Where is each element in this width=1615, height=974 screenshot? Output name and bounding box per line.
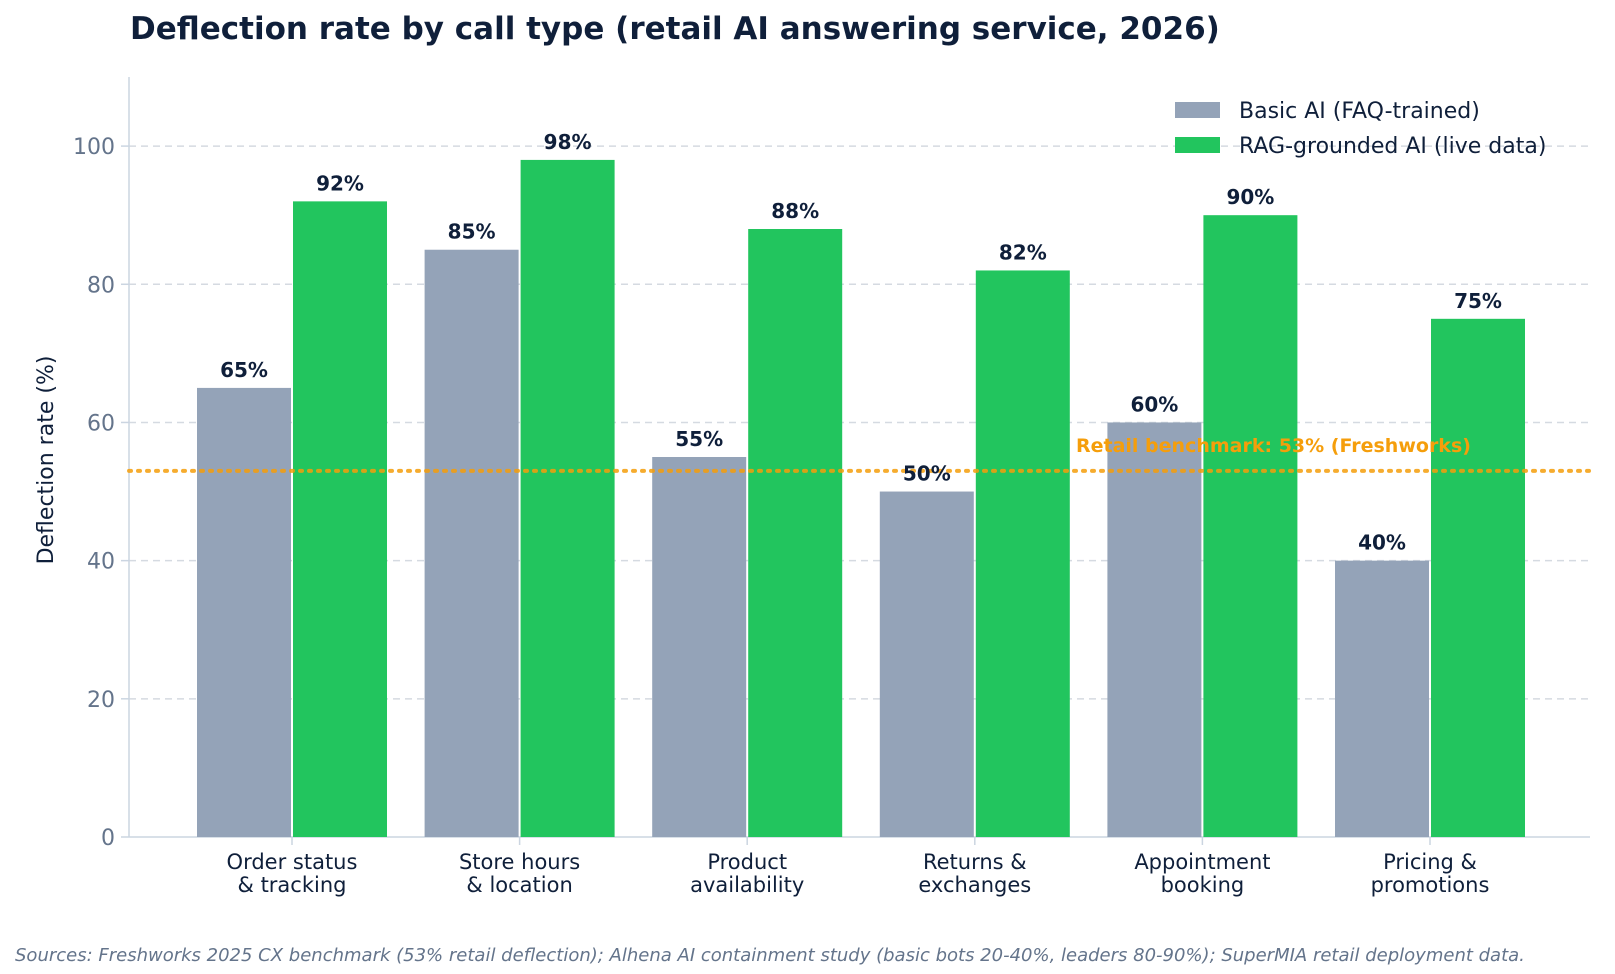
bar-basic-3 [879,491,974,837]
xtick-label-line: booking [1161,873,1245,897]
xtick-label-line: & location [466,873,572,897]
bars [197,159,1525,838]
bar-basic-2 [652,457,747,837]
data-label-rag-4: 90% [1226,185,1274,209]
data-label-rag-5: 75% [1454,289,1502,313]
xtick-label-line: Pricing & [1383,850,1477,874]
data-labels: 65% 92% 85% 98% 55% 88% 50% 82% 60% 90% 40% 75% [220,130,1502,555]
legend-label-0: Basic AI (FAQ-trained) [1239,99,1480,124]
bar-rag-4 [1203,215,1298,837]
ytick-label-0: 0 [101,826,115,851]
data-label-rag-3: 82% [999,240,1047,264]
legend-swatch-0 [1175,102,1220,118]
data-label-basic-3: 50% [903,462,951,486]
xtick-label-line: promotions [1371,873,1490,897]
bar-rag-0 [293,201,387,837]
data-label-basic-4: 60% [1130,392,1178,416]
data-label-basic-0: 65% [220,358,268,382]
source-note: Sources: Freshworks 2025 CX benchmark (5… [15,945,1525,966]
bar-basic-0 [197,387,291,837]
xtick-label-line: exchanges [918,873,1031,897]
data-label-rag-1: 98% [544,130,592,154]
bar-basic-1 [424,249,519,837]
legend-swatch-1 [1175,137,1220,153]
bar-rag-5 [1431,318,1525,837]
xtick-label-line: availability [690,873,804,897]
xtick-label-4: Appointment booking [1134,850,1270,897]
bar-rag-2 [748,229,843,837]
xtick-label-2: Product availability [690,850,804,897]
data-label-rag-2: 88% [771,199,819,223]
bar-rag-3 [975,270,1070,837]
benchmark: Retail benchmark: 53% (Freshworks) [127,435,1592,473]
bar-rag-1 [520,159,615,838]
xtick-label-line: Order status [227,850,358,874]
xtick-label-line: Store hours [459,850,580,874]
ytick-label-100: 100 [73,135,115,160]
xtick-label-line: Appointment [1134,850,1270,874]
benchmark-label: Retail benchmark: 53% (Freshworks) [1076,435,1471,457]
xtick-label-3: Returns & exchanges [918,850,1031,897]
ytick-label-20: 20 [87,688,115,713]
data-label-basic-1: 85% [448,220,496,244]
xtick-label-0: Order status & tracking [227,850,358,897]
xtick-label-line: & tracking [238,873,347,897]
data-label-basic-5: 40% [1358,531,1406,555]
y-axis-label: Deflection rate (%) [34,356,59,565]
ytick-label-60: 60 [87,411,115,436]
legend-label-1: RAG-grounded AI (live data) [1239,134,1546,159]
bar-basic-4 [1107,422,1202,837]
xtick-label-line: Returns & [923,850,1027,874]
tick-labels: 0 20 40 60 80 100 Order status & tracking Store … [73,135,1489,897]
ytick-label-80: 80 [87,273,115,298]
xtick-label-1: Store hours & location [459,850,580,897]
ytick-label-40: 40 [87,550,115,575]
xtick-label-5: Pricing & promotions [1371,850,1490,897]
xtick-label-line: Product [707,850,787,874]
bar-basic-5 [1335,560,1429,837]
data-label-rag-0: 92% [316,171,364,195]
chart-title: Deflection rate by call type (retail AI … [130,11,1220,47]
legend: Basic AI (FAQ-trained) RAG-grounded AI (l… [1175,99,1546,159]
data-label-basic-2: 55% [675,427,723,451]
